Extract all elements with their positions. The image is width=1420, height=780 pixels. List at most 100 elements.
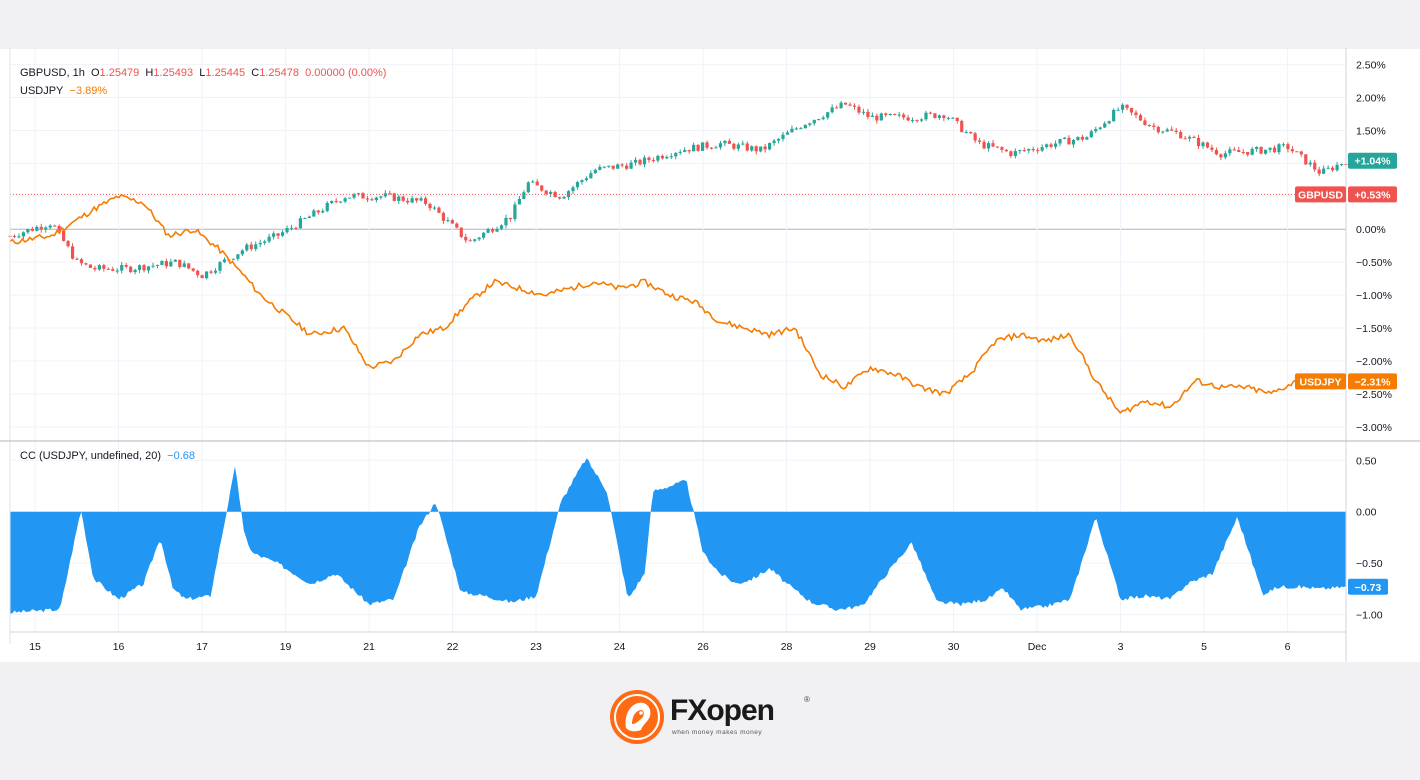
candle-body (544, 190, 548, 194)
candle-body (1317, 169, 1321, 174)
main-chart[interactable]: 2.50%2.00%1.50%1.00%0.50%0.00%−0.50%−1.0… (0, 47, 1420, 662)
candle-body (986, 143, 991, 149)
candle-body (1058, 138, 1062, 144)
candle-body (1196, 137, 1201, 147)
candle-body (995, 146, 1000, 148)
candle-body (763, 146, 767, 150)
candle-body (455, 223, 459, 228)
time-tick-label: 30 (948, 641, 960, 653)
candle-body (321, 210, 325, 213)
usdjpy-name-tag: USDJPY (1299, 376, 1341, 388)
candle-body (84, 263, 88, 265)
candle-body (625, 165, 629, 169)
usdjpy-symbol[interactable]: USDJPY (20, 85, 64, 97)
candle-body (692, 144, 696, 152)
fxopen-logo: FXopen ® when money makes money (608, 688, 828, 746)
candle-body (638, 159, 642, 165)
candle-body (817, 119, 821, 121)
candle-body (504, 217, 508, 226)
candle-body (1281, 144, 1286, 146)
candle-body (17, 236, 21, 238)
candle-body (1223, 153, 1227, 158)
candle-body (57, 225, 61, 231)
candle-body (897, 114, 901, 116)
candle-body (151, 265, 155, 267)
candle-body (522, 192, 526, 199)
gbpusd-legend: GBPUSD, 1h O1.25479 H1.25493 L1.25445 C1… (20, 67, 387, 79)
candle-body (1134, 112, 1138, 116)
brand-tagline: when money makes money (672, 729, 763, 736)
candle-body (723, 140, 727, 144)
candle-body (1326, 167, 1330, 169)
candle-body (1286, 144, 1290, 150)
candle-body (66, 241, 70, 247)
candle-body (879, 113, 883, 121)
candle-body (910, 120, 915, 122)
candle-body (843, 102, 848, 105)
candle-body (835, 107, 839, 109)
chart-card: 2.50%2.00%1.50%1.00%0.50%0.00%−0.50%−1.0… (0, 47, 1420, 662)
candle-body (1313, 162, 1317, 170)
candle-body (709, 147, 714, 149)
time-tick-label: 24 (614, 641, 626, 653)
registered-mark: ® (804, 695, 810, 704)
cc-label[interactable]: CC (USDJPY, undefined, 20) (20, 450, 162, 462)
candle-body (553, 191, 557, 198)
change-value: 0.00000 (0.00%) (305, 67, 387, 79)
candle-body (1237, 150, 1241, 153)
candle-body (937, 115, 941, 118)
time-tick-label: 21 (363, 641, 375, 653)
candle-body (111, 269, 115, 271)
candle-body (187, 263, 191, 269)
candle-body (231, 258, 236, 260)
candle-body (826, 112, 830, 118)
candle-body (821, 117, 825, 120)
candle-body (343, 198, 347, 202)
candle-body (365, 198, 370, 200)
candle-body (75, 258, 79, 260)
candle-body (1179, 131, 1183, 139)
candle-body (1000, 147, 1004, 150)
candle-body (1192, 136, 1196, 138)
cc-last-tag-bg (1348, 578, 1388, 595)
cc-legend: CC (USDJPY, undefined, 20) −0.68 (20, 448, 195, 464)
candle-body (441, 212, 446, 221)
candle-body (120, 265, 124, 271)
candle-body (1009, 151, 1013, 157)
time-tick-label: 28 (781, 641, 793, 653)
candle-body (1036, 150, 1040, 152)
candle-body (745, 143, 749, 151)
gbpusd-symbol[interactable]: GBPUSD (20, 67, 67, 79)
bottom-band (0, 662, 1420, 780)
candle-body (178, 259, 182, 267)
candle-body (893, 113, 897, 115)
candle-body (852, 105, 857, 107)
candle-body (428, 203, 432, 209)
candle-body (1138, 115, 1143, 121)
candle-body (906, 117, 910, 121)
time-tick-label: 22 (447, 641, 459, 653)
candle-body (714, 147, 718, 149)
candle-body (410, 198, 414, 203)
candle-body (620, 164, 624, 166)
candle-body (133, 269, 137, 273)
l-value: 1.25445 (205, 67, 246, 79)
candle-body (1098, 127, 1102, 130)
brand-name: FXopen (670, 694, 775, 727)
candle-body (249, 244, 253, 250)
candle-body (62, 230, 66, 242)
time-tick-label: 26 (697, 641, 709, 653)
candle-body (356, 193, 361, 195)
candle-body (182, 263, 186, 267)
candle-body (540, 185, 544, 191)
candle-body (415, 198, 419, 201)
price-tick-label: −1.50% (1356, 323, 1392, 335)
candle-body (352, 194, 356, 198)
candle-body (919, 119, 924, 121)
lion-icon (610, 690, 664, 744)
candle-body (1062, 137, 1067, 139)
candle-body (902, 114, 906, 118)
candle-body (1094, 129, 1098, 132)
price-tick-label: 2.50% (1356, 60, 1386, 72)
candle-body (218, 262, 222, 271)
